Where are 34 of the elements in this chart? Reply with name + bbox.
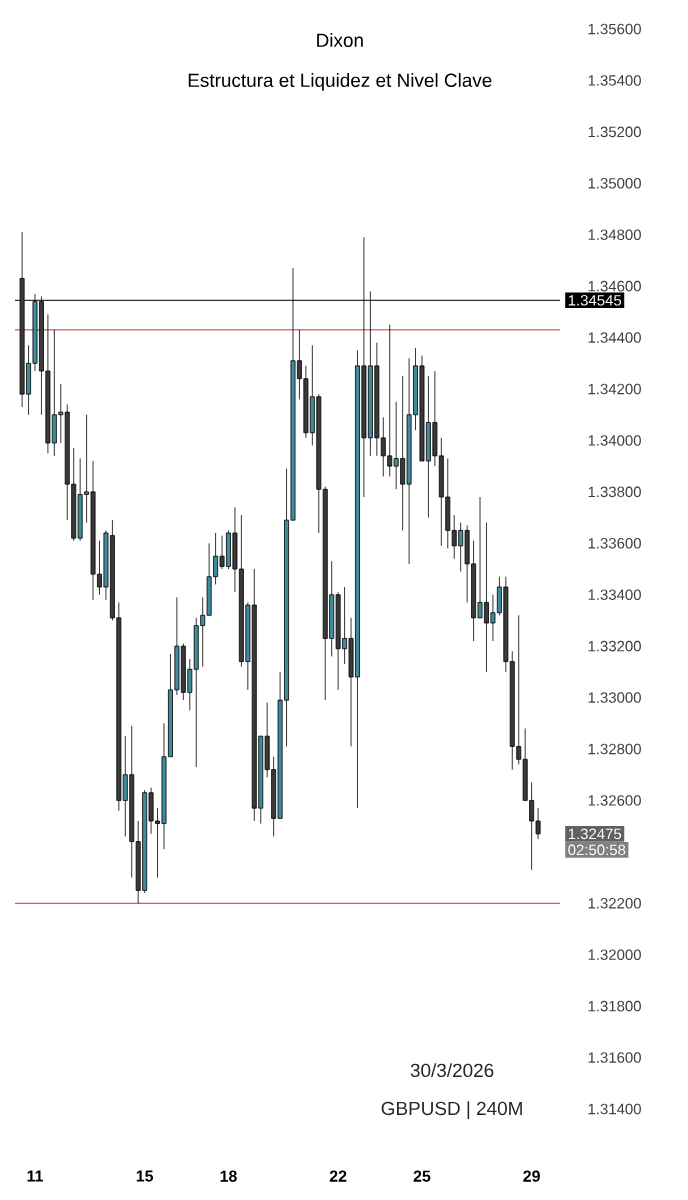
y-tick-label: 1.31800: [588, 1000, 641, 1012]
y-tick-label: 1.32200: [588, 898, 641, 909]
y-tick-label: 1.35000: [588, 178, 641, 189]
y-tick-label: 1.32800: [588, 743, 641, 755]
y-tick-label: 1.33000: [588, 692, 641, 703]
text: 02:50:58: [568, 844, 626, 856]
y-tick-label: 1.34000: [588, 435, 641, 446]
y-tick-label: 1.32600: [588, 795, 641, 806]
annotation: GBPUSD | 240M: [381, 1101, 522, 1119]
y-tick-label: 1.33800: [588, 486, 641, 498]
annotation: 30/3/2026: [410, 1063, 494, 1078]
x-tick-label: 15: [136, 1170, 154, 1182]
x-tick-label: 18: [220, 1170, 237, 1182]
x-tick-label: 11: [27, 1170, 43, 1182]
x-tick-label: 22: [329, 1170, 347, 1182]
y-tick-label: 1.34200: [588, 383, 641, 395]
y-tick-label: 1.34600: [588, 280, 641, 292]
y-tick-label: 1.33600: [588, 538, 641, 549]
y-tick-label: 1.34800: [588, 229, 641, 241]
y-tick-label: 1.35200: [588, 126, 641, 138]
x-tick-label: 25: [413, 1170, 431, 1182]
y-tick-label: 1.34400: [588, 332, 641, 343]
y-tick-label: 1.31600: [588, 1052, 641, 1063]
text: 1.32475: [568, 828, 622, 840]
x-tick-label: 29: [523, 1170, 540, 1182]
y-tick-label: 1.31400: [588, 1103, 641, 1115]
ref-line-label: 1.34545: [568, 295, 622, 306]
y-tick-label: 1.33200: [588, 640, 641, 652]
y-tick-label: 1.33400: [588, 589, 641, 601]
y-tick-label: 1.35400: [588, 75, 641, 86]
chart-title: Dixon: [317, 33, 363, 47]
text: Estructura et Liquidez et Nivel Clave: [188, 73, 492, 91]
y-tick-label: 1.35600: [588, 23, 641, 35]
y-tick-label: 1.32000: [588, 949, 641, 960]
